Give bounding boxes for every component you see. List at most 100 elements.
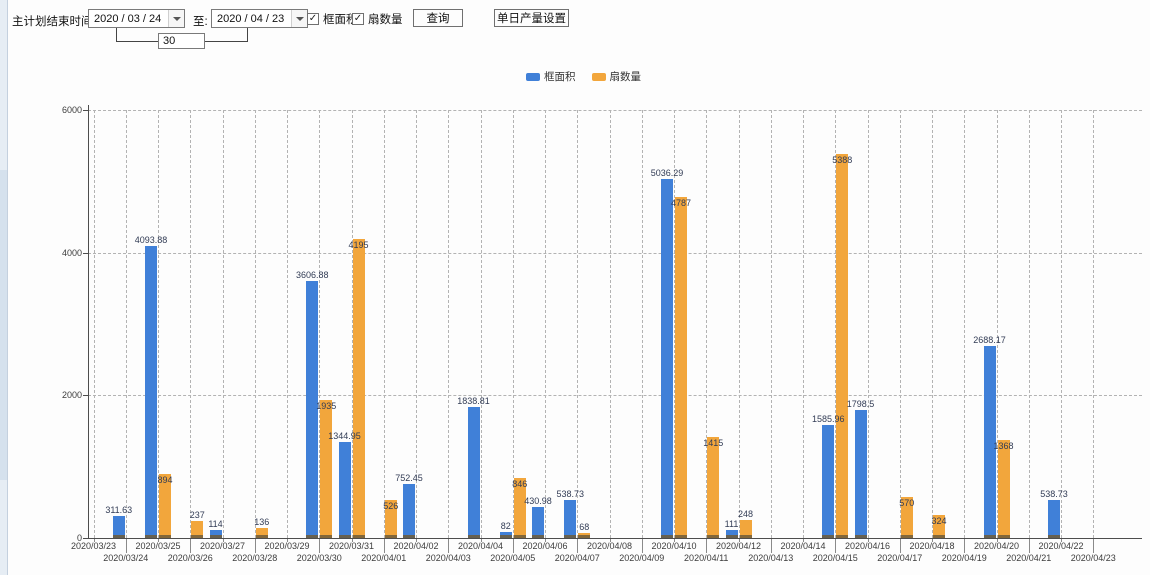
bar-value-label: 526 — [383, 501, 399, 512]
x-axis-label: 2020/04/11 — [684, 553, 729, 563]
x-axis-label: 2020/04/07 — [554, 553, 600, 563]
gridline-vertical — [93, 110, 95, 538]
bar-value-label: 248 — [737, 509, 754, 520]
bar-value-label: 570 — [899, 498, 915, 509]
gridline-vertical — [964, 110, 966, 538]
left-dock-strip — [0, 0, 8, 575]
checkbox-box[interactable]: ✓ — [307, 13, 319, 25]
legend-swatch-orange — [591, 72, 606, 81]
gridline-vertical — [641, 110, 643, 538]
x-axis-label: 2020/04/12 — [715, 541, 762, 551]
bar-fan-count — [739, 520, 752, 538]
bar-frame-area — [499, 532, 512, 538]
date-from-picker[interactable]: 2020 / 03 / 24 — [88, 9, 185, 28]
gridline-vertical — [1093, 110, 1095, 538]
gridline-vertical — [577, 110, 579, 538]
date-to-dropdown-button[interactable] — [291, 10, 307, 27]
bar-value-label: 1344.95 — [328, 431, 361, 442]
bar-value-label: 1585.96 — [811, 413, 845, 424]
plan-end-time-label: 主计划结束时间: — [12, 16, 96, 28]
y-axis-tick — [83, 110, 88, 111]
x-axis-label: 2020/04/03 — [425, 553, 471, 563]
x-axis-tick — [1093, 538, 1095, 553]
gridline-vertical — [254, 110, 256, 538]
x-axis-tick — [835, 538, 837, 553]
fan-count-checkbox[interactable]: ✓ 扇数量 — [352, 11, 403, 27]
x-axis — [88, 538, 1142, 539]
y-axis-label: 0 — [76, 533, 82, 543]
bar-fan-count — [836, 153, 849, 539]
days-interval-input[interactable] — [158, 33, 205, 49]
bar-value-label: 5388 — [832, 154, 853, 165]
x-axis-tick — [480, 538, 482, 542]
y-axis-tick — [83, 538, 88, 539]
bar-frame-area — [725, 530, 738, 538]
bar-value-label: 114 — [208, 518, 223, 529]
gridline-vertical — [448, 110, 450, 538]
checkbox-box[interactable]: ✓ — [352, 13, 364, 25]
bar-frame-area — [209, 529, 222, 539]
x-axis-tick — [577, 538, 579, 553]
x-axis-label: 2020/04/14 — [780, 541, 826, 551]
x-axis-label: 2020/04/18 — [909, 541, 955, 551]
x-axis-tick — [803, 538, 804, 542]
gridline-vertical — [287, 110, 288, 538]
x-axis-label: 2020/03/24 — [103, 553, 149, 563]
x-axis-tick — [1028, 538, 1030, 553]
daily-output-settings-button[interactable]: 单日产量设置 — [494, 9, 569, 27]
gridline-vertical — [158, 110, 159, 538]
bar-value-label: 68 — [579, 522, 590, 533]
x-axis-label: 2020/04/04 — [457, 541, 504, 551]
bar-frame-area — [145, 245, 157, 539]
gridline-vertical — [416, 110, 417, 538]
bar-fan-count — [997, 440, 1010, 538]
date-from-dropdown-button[interactable] — [168, 10, 184, 27]
bar-frame-area — [338, 442, 351, 538]
checkmark-icon: ✓ — [308, 13, 318, 24]
x-axis-label: 2020/04/10 — [651, 541, 697, 551]
y-axis-label: 4000 — [61, 247, 82, 258]
bar-fan-count — [255, 528, 268, 538]
legend-item-fan-count: 扇数量 — [591, 69, 641, 84]
connector-line — [116, 28, 117, 41]
x-axis-tick — [867, 538, 869, 542]
bar-value-label: 4787 — [670, 197, 692, 208]
gridline-vertical — [706, 110, 708, 538]
frame-area-checkbox[interactable]: ✓ 框面积 — [307, 11, 358, 27]
x-axis-label: 2020/04/09 — [619, 553, 665, 563]
gridline-vertical — [480, 110, 482, 538]
x-axis-label: 2020/03/23 — [70, 541, 117, 551]
legend-label: 框面积 — [544, 71, 576, 83]
chevron-down-icon — [295, 16, 304, 21]
x-axis-label: 2020/03/30 — [296, 553, 342, 563]
bar-value-label: 1415 — [703, 438, 724, 449]
legend-swatch-blue — [526, 72, 540, 81]
y-axis-tick — [83, 395, 88, 397]
bar-value-label: 1368 — [993, 441, 1014, 452]
bar-value-label: 111 — [724, 519, 739, 530]
x-axis-tick — [964, 538, 966, 553]
gridline-vertical — [1061, 110, 1062, 538]
x-axis-label: 2020/03/29 — [264, 541, 310, 551]
x-axis-tick — [190, 538, 192, 553]
bar-frame-area — [564, 499, 577, 539]
bar-frame-area — [661, 178, 673, 539]
to-label: 至: — [193, 16, 208, 28]
legend-item-frame-area: 框面积 — [526, 69, 576, 84]
x-axis-tick — [770, 538, 772, 553]
gridline-vertical — [190, 110, 192, 538]
bar-value-label: 538.73 — [556, 488, 585, 499]
bar-frame-area — [983, 346, 996, 538]
x-axis-label: 2020/03/26 — [167, 553, 213, 563]
bar-frame-area — [1048, 499, 1060, 539]
x-axis-tick — [416, 538, 417, 542]
bar-value-label: 538.73 — [1040, 488, 1068, 499]
query-button[interactable]: 查询 — [413, 9, 463, 27]
bar-value-label: 430.98 — [524, 496, 552, 507]
x-axis-label: 2020/03/25 — [135, 541, 181, 551]
x-axis-label: 2020/04/22 — [1038, 541, 1084, 551]
x-axis-tick — [351, 538, 353, 542]
x-axis-tick — [738, 538, 740, 542]
bar-fan-count — [707, 437, 720, 538]
